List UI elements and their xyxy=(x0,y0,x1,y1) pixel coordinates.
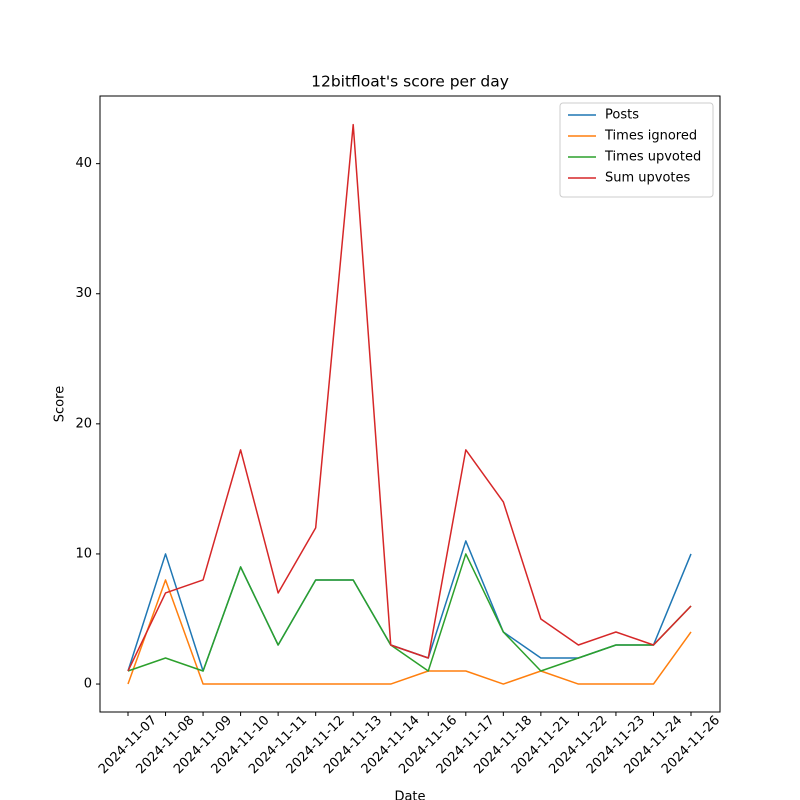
y-axis-label: Score xyxy=(53,386,68,422)
series-line xyxy=(127,579,692,685)
y-tick-label: 10 xyxy=(75,546,92,561)
legend-label: Posts xyxy=(605,108,639,123)
y-tick-label: 40 xyxy=(75,156,92,171)
series-line xyxy=(127,553,692,672)
legend-label: Times ignored xyxy=(604,129,697,144)
legend-label: Sum upvotes xyxy=(605,171,691,186)
legend-box xyxy=(559,102,714,198)
y-tick-label: 30 xyxy=(75,286,92,301)
chart-title: 12bitfloat's score per day xyxy=(311,73,509,91)
series-line xyxy=(127,123,692,672)
legend-label: Times upvoted xyxy=(604,150,701,165)
plot-frame xyxy=(99,95,721,713)
y-tick-label: 20 xyxy=(75,416,92,431)
x-axis-label: Date xyxy=(394,790,425,800)
y-tick-label: 0 xyxy=(84,677,92,692)
